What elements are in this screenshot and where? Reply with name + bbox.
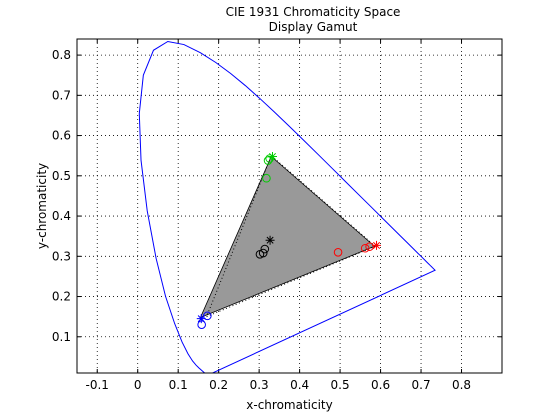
x-tick-label: 0.8 xyxy=(452,378,471,392)
x-tick-label: 0.3 xyxy=(250,378,269,392)
white-circle-marker xyxy=(258,248,268,258)
chart-subtitle: Display Gamut xyxy=(269,20,358,34)
x-axis-label: x-chromaticity xyxy=(246,398,332,412)
red-circle-marker xyxy=(365,242,374,251)
y-tick-label: 0.7 xyxy=(52,88,71,102)
display-gamut-triangle xyxy=(199,155,376,319)
y-axis-ticks: 0.1 0.2 0.3 0.4 0.5 0.6 0.7 0.8 xyxy=(52,48,502,344)
red-circle-marker xyxy=(360,243,370,253)
y-tick-label: 0.8 xyxy=(52,48,71,62)
plot-frame xyxy=(76,38,503,374)
x-axis-ticks: -0.1 0 0.1 0.2 0.3 0.4 0.5 0.6 0.7 0.8 xyxy=(86,39,471,392)
white-star-marker xyxy=(265,235,275,245)
y-axis-label: y-chromaticity xyxy=(35,163,49,249)
x-tick-label: 0.7 xyxy=(412,378,431,392)
chart-title: CIE 1931 Chromaticity Space xyxy=(226,5,401,19)
y-tick-label: 0.6 xyxy=(52,129,71,143)
y-tick-label: 0.5 xyxy=(52,169,71,183)
red-circle-marker xyxy=(333,247,343,257)
x-tick-label: 0.5 xyxy=(331,378,350,392)
reference-gamut-triangle xyxy=(205,154,377,318)
x-tick-label: 0 xyxy=(134,378,142,392)
x-tick-label: 0.4 xyxy=(290,378,309,392)
y-tick-label: 0.1 xyxy=(52,330,71,344)
y-tick-label: 0.4 xyxy=(52,209,71,223)
green-circle-marker xyxy=(262,173,271,183)
white-circle-marker xyxy=(260,244,270,254)
y-tick-label: 0.3 xyxy=(52,249,71,263)
green-circle-marker xyxy=(265,154,274,163)
red-star-marker xyxy=(372,240,382,250)
x-tick-label: 0.2 xyxy=(209,378,228,392)
blue-star-marker xyxy=(196,314,206,324)
green-star-marker xyxy=(268,152,277,162)
x-tick-label: 0.1 xyxy=(169,378,188,392)
measurement-markers xyxy=(196,152,382,330)
y-tick-label: 0.2 xyxy=(52,290,71,304)
x-tick-label: 0.6 xyxy=(371,378,390,392)
x-tick-label: -0.1 xyxy=(86,378,109,392)
